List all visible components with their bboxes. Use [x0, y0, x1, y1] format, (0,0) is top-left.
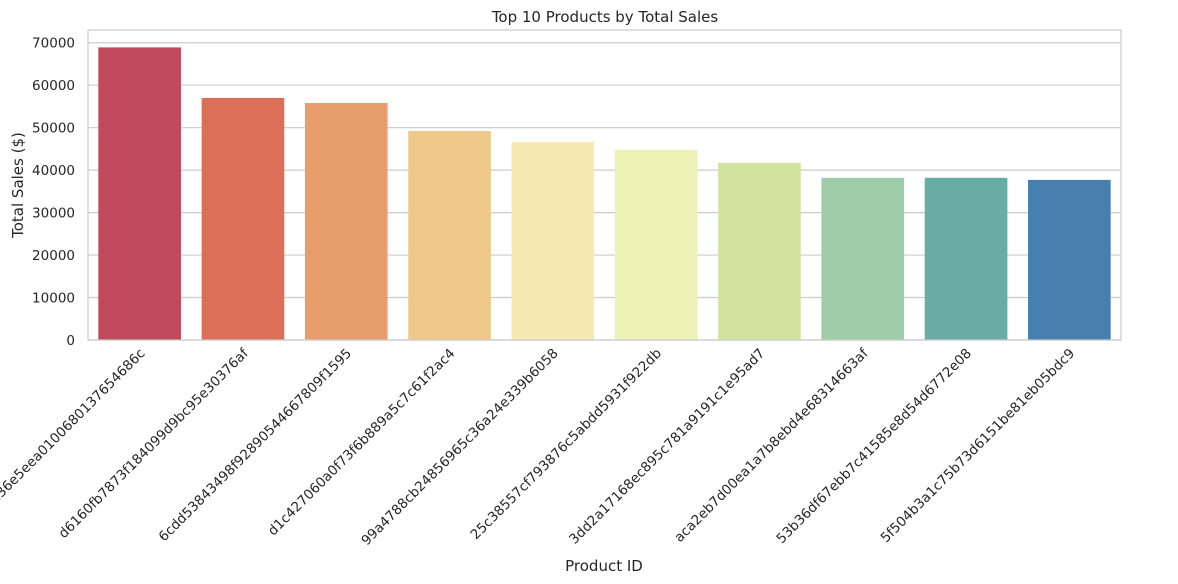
y-axis-ticks: 0 10000 20000 30000 40000 50000 60000 70000 — [32, 36, 75, 349]
y-tick-label: 10000 — [32, 291, 75, 307]
y-tick-label: 70000 — [32, 36, 75, 52]
bar — [924, 177, 1008, 340]
bar — [614, 149, 698, 340]
y-tick-label: 60000 — [32, 78, 75, 94]
bar — [1028, 179, 1111, 340]
bar — [511, 142, 595, 340]
bar — [821, 177, 905, 340]
chart-title: Top 10 Products by Total Sales — [491, 8, 719, 26]
bar — [304, 103, 388, 340]
plot-frame — [87, 29, 1122, 341]
bars — [98, 47, 1111, 341]
y-axis-label: Total Sales ($) — [9, 132, 27, 239]
bar — [98, 47, 181, 341]
y-tick-label: 50000 — [32, 121, 75, 137]
bar — [201, 97, 285, 340]
y-tick-label: 20000 — [32, 248, 75, 264]
y-tick-label: 0 — [66, 333, 75, 349]
y-tick-label: 30000 — [32, 206, 75, 222]
bar — [408, 131, 491, 340]
x-axis-label: Product ID — [565, 557, 643, 575]
y-tick-label: 40000 — [32, 163, 75, 179]
bar — [718, 162, 801, 340]
